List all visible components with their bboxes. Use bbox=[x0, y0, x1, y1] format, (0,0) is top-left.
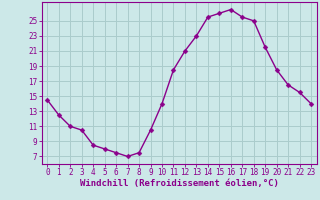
X-axis label: Windchill (Refroidissement éolien,°C): Windchill (Refroidissement éolien,°C) bbox=[80, 179, 279, 188]
